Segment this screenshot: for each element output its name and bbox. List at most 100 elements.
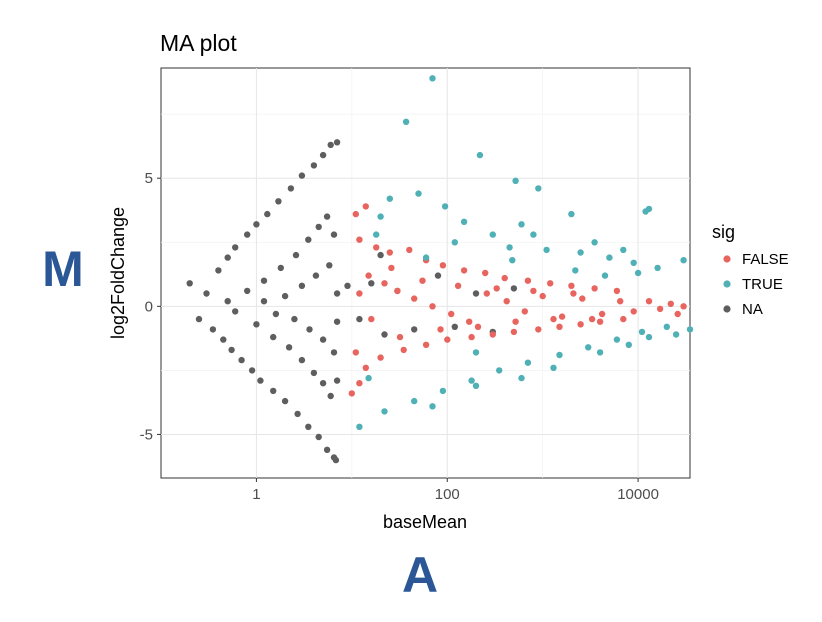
point-false xyxy=(547,280,554,287)
point-na xyxy=(260,298,268,305)
point-na xyxy=(228,346,235,354)
point-false xyxy=(550,315,557,323)
point-false xyxy=(489,331,496,338)
point-true xyxy=(415,190,422,197)
point-na xyxy=(272,310,280,318)
point-false xyxy=(503,298,510,305)
a-annotation: A xyxy=(402,547,438,603)
point-na xyxy=(215,267,222,274)
point-false xyxy=(512,318,519,325)
point-true xyxy=(550,364,557,371)
point-false xyxy=(620,315,627,323)
point-true xyxy=(460,218,468,225)
point-false xyxy=(388,264,395,272)
point-false xyxy=(352,349,359,356)
point-na xyxy=(203,290,210,297)
point-true xyxy=(429,75,436,82)
point-false xyxy=(448,310,455,318)
point-true xyxy=(365,374,372,382)
point-false xyxy=(362,364,369,371)
point-na xyxy=(244,231,251,238)
point-na xyxy=(434,272,442,279)
point-na xyxy=(305,236,312,243)
point-false xyxy=(444,336,451,343)
point-false xyxy=(460,267,468,274)
point-na xyxy=(333,290,341,297)
y-tick-label: 0 xyxy=(145,298,153,315)
point-false xyxy=(362,203,369,210)
point-false xyxy=(466,318,473,325)
point-true xyxy=(518,221,525,228)
point-false xyxy=(570,290,577,297)
point-na xyxy=(281,397,289,405)
point-true xyxy=(642,208,649,215)
point-false xyxy=(394,287,401,295)
plot-border xyxy=(160,67,691,479)
point-true xyxy=(468,377,475,384)
point-false xyxy=(510,328,518,336)
point-na xyxy=(257,377,264,384)
m-annotation: M xyxy=(42,241,84,297)
point-false xyxy=(645,298,653,305)
point-na xyxy=(319,151,327,159)
point-false xyxy=(617,298,624,305)
point-false xyxy=(539,292,546,300)
point-true xyxy=(620,246,627,254)
point-true xyxy=(606,254,613,261)
legend-label-false: FALSE xyxy=(742,251,789,268)
point-na xyxy=(209,326,217,333)
point-na xyxy=(323,213,331,220)
point-false xyxy=(577,321,584,328)
point-true xyxy=(518,374,525,382)
point-true xyxy=(596,349,604,356)
point-false xyxy=(579,295,586,302)
point-false xyxy=(530,287,537,295)
point-false xyxy=(656,305,664,313)
point-false xyxy=(406,246,413,254)
point-na xyxy=(319,380,327,387)
point-true xyxy=(422,254,430,261)
point-false xyxy=(352,210,359,218)
point-true xyxy=(472,382,480,389)
point-na xyxy=(381,331,388,338)
point-na xyxy=(292,251,300,259)
point-true xyxy=(634,269,642,277)
point-na xyxy=(310,369,318,377)
legend-title: sig xyxy=(712,222,735,242)
point-na xyxy=(510,285,518,292)
point-true xyxy=(585,344,592,351)
point-false xyxy=(568,282,575,289)
point-false xyxy=(556,323,563,330)
legend: sig FALSE TRUE NA xyxy=(712,222,789,318)
point-false xyxy=(454,282,462,289)
point-true xyxy=(686,326,694,333)
point-true xyxy=(506,244,513,251)
point-na xyxy=(306,326,313,333)
point-false xyxy=(613,287,621,295)
chart-title: MA plot xyxy=(160,30,237,56)
point-true xyxy=(373,231,380,238)
point-true xyxy=(543,246,550,254)
point-false xyxy=(535,326,542,333)
x-axis-title: baseMean xyxy=(383,512,467,532)
point-true xyxy=(556,351,563,359)
point-na xyxy=(275,198,282,205)
point-true xyxy=(680,257,687,264)
point-na xyxy=(253,321,260,328)
point-true xyxy=(524,359,532,366)
point-na xyxy=(287,185,295,192)
point-na xyxy=(333,377,341,384)
point-na xyxy=(264,210,271,218)
point-true xyxy=(439,387,447,395)
point-na xyxy=(232,308,239,315)
point-na xyxy=(298,356,306,364)
point-false xyxy=(596,318,604,325)
point-na xyxy=(253,221,260,228)
legend-label-true: TRUE xyxy=(742,276,783,293)
y-axis-ticks: 5 0 -5 xyxy=(140,170,161,443)
x-axis-ticks: 1 100 10000 xyxy=(252,478,659,503)
point-false xyxy=(377,354,384,361)
point-na xyxy=(186,280,193,287)
point-false xyxy=(422,341,430,348)
scatter-points xyxy=(186,75,694,464)
